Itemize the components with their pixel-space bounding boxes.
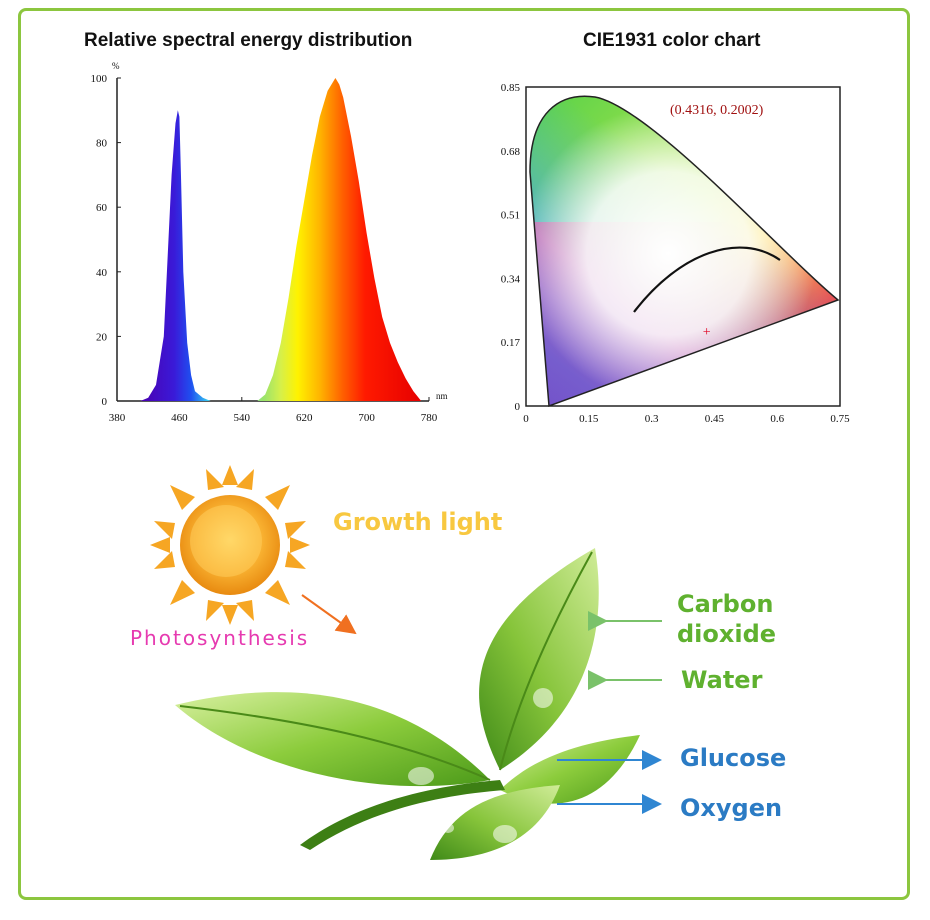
- spectrum-x-tick-label: 540: [234, 412, 251, 424]
- sun-arrow: [301, 594, 357, 635]
- cie-y-tick-label: 0.51: [501, 210, 520, 222]
- cie-plot-box: [525, 86, 841, 407]
- photosynthesis-label: Photosynthesis: [130, 626, 310, 650]
- cie-x-tick-label: 0.3: [645, 413, 659, 425]
- oxygen-label: Oxygen: [680, 794, 783, 822]
- cie-y-tick-label: 0.34: [501, 273, 521, 285]
- spectrum-area: [140, 78, 422, 401]
- outer-frame: [18, 8, 910, 900]
- cie-x-tick-label: 0.15: [579, 413, 599, 425]
- spectrum-y-tick-label: 60: [96, 202, 108, 214]
- photosynthesis-illustration: [150, 465, 662, 860]
- cie-point-marker: +: [703, 325, 711, 340]
- cie-y-tick-label: 0.85: [501, 82, 521, 94]
- cie-y-tick-label: 0.68: [501, 146, 521, 158]
- cie-y-tick-label: 0.17: [501, 337, 521, 349]
- spectrum-x-tick-label: 700: [358, 412, 375, 424]
- spectrum-y-tick-label: 40: [96, 267, 108, 279]
- spectrum-y-tick-label: 0: [102, 396, 108, 408]
- spectrum-x-tick-label: 380: [109, 412, 126, 424]
- dioxide-label: dioxide: [677, 620, 777, 648]
- sun-icon: [150, 465, 310, 625]
- spectrum-title: Relative spectral energy distribution: [84, 30, 413, 51]
- spectrum-x-tick-label: 780: [421, 412, 438, 424]
- spectrum-y-tick-label: 20: [96, 331, 108, 343]
- cie-chart: 0 0.15 0.3 0.45 0.6 0.75 0 0.17 0.34 0.51 0.68 0.85…: [501, 82, 850, 425]
- cie-x-tick-label: 0.75: [830, 413, 850, 425]
- glucose-label: Glucose: [680, 744, 787, 772]
- spectral-locus: [529, 95, 840, 408]
- cie-x-tick-label: 0.45: [705, 413, 725, 425]
- growth-light-label: Growth light: [333, 508, 503, 536]
- cie-point-label: (0.4316, 0.2002): [670, 103, 764, 118]
- spectrum-y-tick-label: 80: [96, 138, 108, 150]
- spectrum-chart: 380 460 540 620 700 780 0 20 40 60 80 100 % nm: [91, 61, 448, 424]
- cie-y-tick-label: 0: [515, 401, 521, 413]
- spectrum-x-tick-label: 460: [171, 412, 188, 424]
- planckian-locus: [633, 246, 781, 313]
- spectrum-y-tick-label: 100: [91, 73, 108, 85]
- cie-title: CIE1931 color chart: [583, 30, 761, 51]
- cie-x-tick-label: 0: [523, 413, 529, 425]
- water-label: Water: [681, 666, 763, 694]
- leaves-icon: [175, 548, 640, 860]
- spectrum-x-tick-label: 620: [296, 412, 313, 424]
- carbon-label: Carbon: [677, 590, 774, 618]
- cie-x-tick-label: 0.6: [770, 413, 784, 425]
- spectrum-ylabel: %: [112, 61, 120, 71]
- spectrum-xlabel: nm: [436, 391, 448, 401]
